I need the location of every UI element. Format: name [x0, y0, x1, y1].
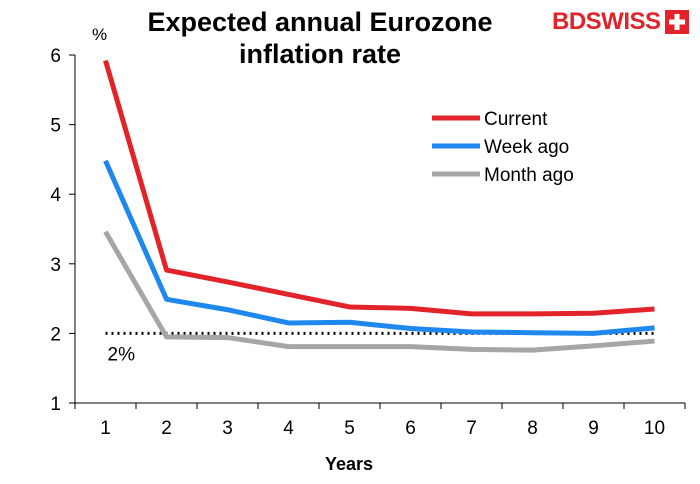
series-line-month-ago [103, 230, 655, 353]
legend-label: Current [484, 109, 548, 130]
chart-title: Expected annual Eurozone inflation rate [110, 6, 530, 70]
x-tick-label: 6 [405, 418, 416, 439]
y-axis-label: % [92, 25, 107, 44]
y-tick-label: 1 [50, 394, 61, 415]
x-tick-label: 3 [222, 418, 233, 439]
legend-label: Month ago [484, 165, 574, 186]
x-tick-label: 8 [527, 418, 538, 439]
brand-logo: BD SWISS [552, 8, 689, 36]
reference-line-label: 2% [108, 344, 136, 365]
axes: 1 2 3 4 5 6 1 2 3 4 5 6 7 8 9 10 [50, 46, 686, 439]
chart-title-line1: Expected annual Eurozone [147, 7, 493, 37]
y-tick-label: 3 [50, 255, 61, 276]
brand-logo-swiss: SWISS [585, 8, 661, 35]
legend-label: Week ago [484, 137, 569, 158]
x-tick-label: 2 [161, 418, 172, 439]
series-group [103, 59, 655, 353]
x-tick-label: 4 [283, 418, 294, 439]
swiss-cross-icon [664, 10, 689, 34]
x-tick-label: 10 [644, 418, 665, 439]
y-tick-label: 4 [50, 185, 61, 206]
brand-logo-bd: BD [552, 8, 586, 35]
y-tick-label: 6 [50, 46, 61, 67]
x-tick-label: 1 [100, 418, 111, 439]
x-tick-label: 9 [588, 418, 599, 439]
x-tick-label: 7 [466, 418, 477, 439]
series-line-current [103, 59, 655, 317]
legend: Current Week ago Month ago [432, 109, 574, 186]
series-line-week-ago [103, 159, 655, 336]
x-tick-label: 5 [344, 418, 355, 439]
chart-title-line2: inflation rate [238, 39, 401, 69]
x-axis-label: Years [325, 454, 373, 474]
y-tick-label: 5 [50, 116, 61, 137]
y-tick-label: 2 [50, 324, 61, 345]
